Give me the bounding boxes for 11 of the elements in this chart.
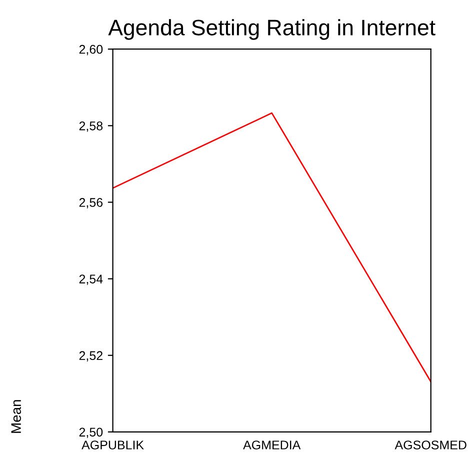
y-tick-label: 2,58 — [79, 121, 103, 132]
y-tick-label: 2,50 — [79, 428, 103, 438]
y-tick-label: 2,56 — [79, 198, 103, 208]
y-axis-title: Mean — [11, 400, 22, 433]
chart-title: Agenda Setting Rating in Internet — [108, 19, 436, 40]
y-tick-label: 2,60 — [79, 44, 103, 56]
x-tick-label: AGPUBLIK — [82, 440, 144, 450]
x-tick-label: AGSOSMED — [394, 440, 466, 450]
y-tick-label: 2,54 — [79, 274, 103, 285]
y-tick-label: 2,52 — [79, 351, 102, 362]
x-tick-label: AGMEDIA — [243, 440, 301, 450]
